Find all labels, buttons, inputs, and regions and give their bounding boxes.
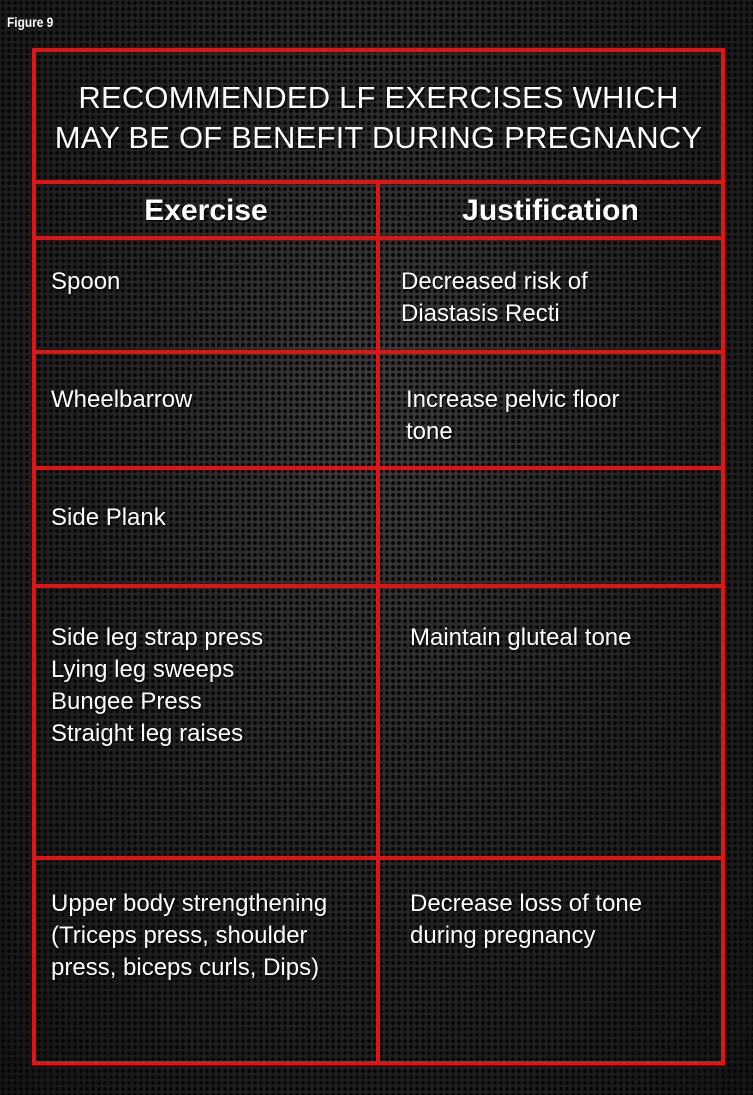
justification-cell: Decreased risk of Diastasis Recti — [401, 268, 588, 327]
justification-cell: Maintain gluteal tone — [410, 624, 632, 651]
exercise-cell: Spoon — [51, 268, 121, 295]
table-title: RECOMMENDED LF EXERCISES WHICH MAY BE OF… — [36, 78, 721, 158]
column-divider — [376, 182, 380, 1065]
table-title-line: RECOMMENDED LF EXERCISES WHICH — [78, 80, 679, 115]
exercise-cell: Upper body strengthening (Triceps press,… — [51, 890, 328, 981]
figure-label: Figure 9 — [7, 14, 54, 30]
exercise-cell: Side Plank — [51, 504, 166, 531]
table-title-line: MAY BE OF BENEFIT DURING PREGNANCY — [54, 120, 703, 155]
header-justification: Justification — [462, 194, 639, 227]
header-exercise: Exercise — [144, 194, 268, 227]
justification-cell: Increase pelvic floor tone — [406, 386, 620, 445]
justification-cell: Decrease loss of tone during pregnancy — [410, 890, 643, 949]
exercise-cell: Side leg strap press Lying leg sweeps Bu… — [51, 624, 264, 747]
exercise-cell: Wheelbarrow — [51, 386, 193, 413]
